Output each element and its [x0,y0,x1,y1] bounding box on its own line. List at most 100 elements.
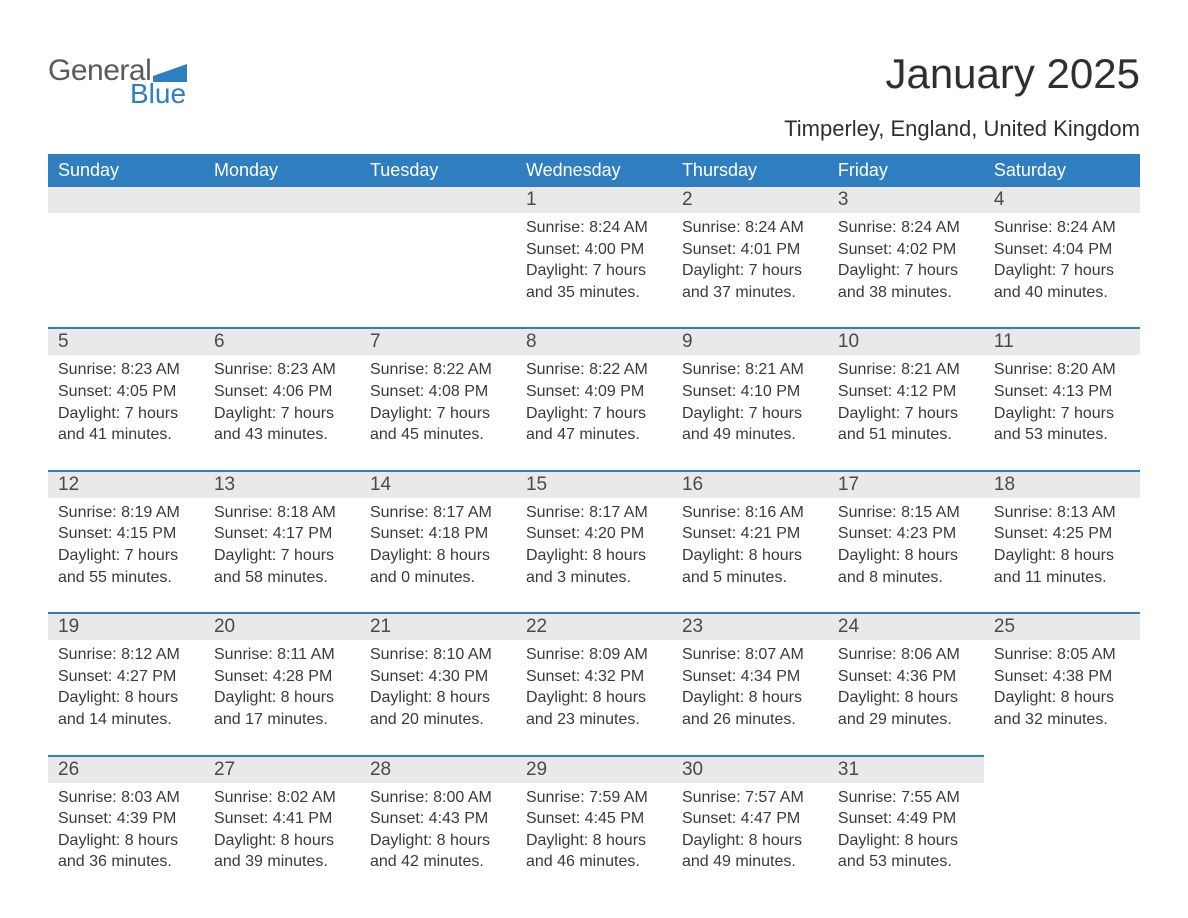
day-number-cell: 29 [516,756,672,783]
sunset-text: Sunset: 4:36 PM [838,666,974,688]
week-body-row: Sunrise: 8:23 AMSunset: 4:05 PMDaylight:… [48,355,1140,470]
day-number: 26 [48,757,204,783]
day-details-cell: Sunrise: 8:17 AMSunset: 4:18 PMDaylight:… [360,498,516,613]
day-details-cell: Sunrise: 7:59 AMSunset: 4:45 PMDaylight:… [516,783,672,897]
daylight-text: Daylight: 7 hours [838,403,974,425]
daylight-text: Daylight: 7 hours [58,545,194,567]
day-number-cell: 20 [204,613,360,640]
daylight-text: and 23 minutes. [526,709,662,731]
day-details-cell: Sunrise: 8:13 AMSunset: 4:25 PMDaylight:… [984,498,1140,613]
day-number-cell: 23 [672,613,828,640]
day-number-cell: 12 [48,471,204,498]
sunrise-text: Sunrise: 8:06 AM [838,644,974,666]
day-number: 9 [672,329,828,355]
day-number: 7 [360,329,516,355]
daylight-text: Daylight: 8 hours [370,687,506,709]
day-number: 15 [516,472,672,498]
day-details-cell: Sunrise: 8:03 AMSunset: 4:39 PMDaylight:… [48,783,204,897]
day-header: Wednesday [516,154,672,187]
day-number-cell: 27 [204,756,360,783]
day-details-cell: Sunrise: 8:21 AMSunset: 4:12 PMDaylight:… [828,355,984,470]
sunrise-text: Sunrise: 8:24 AM [994,217,1130,239]
day-number-cell: 15 [516,471,672,498]
day-details-cell: Sunrise: 8:06 AMSunset: 4:36 PMDaylight:… [828,640,984,755]
daylight-text: and 45 minutes. [370,424,506,446]
day-number-cell: 30 [672,756,828,783]
sunset-text: Sunset: 4:41 PM [214,808,350,830]
daylight-text: and 14 minutes. [58,709,194,731]
sunset-text: Sunset: 4:38 PM [994,666,1130,688]
day-details-cell: Sunrise: 8:22 AMSunset: 4:09 PMDaylight:… [516,355,672,470]
daylight-text: Daylight: 7 hours [682,260,818,282]
sunset-text: Sunset: 4:43 PM [370,808,506,830]
day-number-cell: 9 [672,328,828,355]
daylight-text: and 49 minutes. [682,851,818,873]
sunrise-text: Sunrise: 8:19 AM [58,502,194,524]
day-header: Saturday [984,154,1140,187]
day-number: 1 [516,187,672,213]
sunset-text: Sunset: 4:17 PM [214,523,350,545]
daylight-text: and 32 minutes. [994,709,1130,731]
sunset-text: Sunset: 4:09 PM [526,381,662,403]
day-details-cell: Sunrise: 8:15 AMSunset: 4:23 PMDaylight:… [828,498,984,613]
daylight-text: Daylight: 7 hours [994,260,1130,282]
day-number-cell: 7 [360,328,516,355]
day-number: 24 [828,614,984,640]
daylight-text: Daylight: 8 hours [682,545,818,567]
sunset-text: Sunset: 4:20 PM [526,523,662,545]
daylight-text: and 29 minutes. [838,709,974,731]
sunrise-text: Sunrise: 8:18 AM [214,502,350,524]
daylight-text: and 43 minutes. [214,424,350,446]
day-number: 4 [984,187,1140,213]
calendar-table: Sunday Monday Tuesday Wednesday Thursday… [48,154,1140,897]
day-number-cell: 13 [204,471,360,498]
day-number: 29 [516,757,672,783]
day-number: 11 [984,329,1140,355]
daylight-text: Daylight: 8 hours [994,687,1130,709]
sunset-text: Sunset: 4:45 PM [526,808,662,830]
sunrise-text: Sunrise: 8:03 AM [58,787,194,809]
sunset-text: Sunset: 4:21 PM [682,523,818,545]
daylight-text: Daylight: 8 hours [214,830,350,852]
day-details-cell: Sunrise: 8:02 AMSunset: 4:41 PMDaylight:… [204,783,360,897]
daylight-text: and 8 minutes. [838,567,974,589]
sunset-text: Sunset: 4:00 PM [526,239,662,261]
week-daynum-row: 19202122232425 [48,613,1140,640]
day-number: 31 [828,757,984,783]
sunset-text: Sunset: 4:30 PM [370,666,506,688]
day-details-cell: Sunrise: 8:19 AMSunset: 4:15 PMDaylight:… [48,498,204,613]
week-body-row: Sunrise: 8:24 AMSunset: 4:00 PMDaylight:… [48,213,1140,328]
daylight-text: and 3 minutes. [526,567,662,589]
sunset-text: Sunset: 4:25 PM [994,523,1130,545]
daylight-text: Daylight: 8 hours [526,830,662,852]
day-number-cell: 28 [360,756,516,783]
sunrise-text: Sunrise: 8:20 AM [994,359,1130,381]
day-number-cell: 24 [828,613,984,640]
sunrise-text: Sunrise: 8:21 AM [682,359,818,381]
header: General Blue January 2025 [48,50,1140,110]
daylight-text: Daylight: 8 hours [58,687,194,709]
day-number: 21 [360,614,516,640]
day-details-cell: Sunrise: 7:55 AMSunset: 4:49 PMDaylight:… [828,783,984,897]
sunset-text: Sunset: 4:02 PM [838,239,974,261]
day-number: 27 [204,757,360,783]
empty-cell [48,187,204,213]
day-details-cell: Sunrise: 8:11 AMSunset: 4:28 PMDaylight:… [204,640,360,755]
day-number-cell: 31 [828,756,984,783]
sunrise-text: Sunrise: 8:24 AM [526,217,662,239]
day-number: 13 [204,472,360,498]
day-header: Monday [204,154,360,187]
daylight-text: Daylight: 8 hours [838,830,974,852]
daylight-text: and 11 minutes. [994,567,1130,589]
day-details-cell: Sunrise: 8:18 AMSunset: 4:17 PMDaylight:… [204,498,360,613]
daylight-text: Daylight: 7 hours [214,545,350,567]
daylight-text: Daylight: 8 hours [994,545,1130,567]
day-number-cell: 10 [828,328,984,355]
sunrise-text: Sunrise: 7:55 AM [838,787,974,809]
sunrise-text: Sunrise: 8:07 AM [682,644,818,666]
sunset-text: Sunset: 4:39 PM [58,808,194,830]
sunset-text: Sunset: 4:08 PM [370,381,506,403]
daylight-text: and 49 minutes. [682,424,818,446]
daylight-text: and 39 minutes. [214,851,350,873]
day-number: 17 [828,472,984,498]
